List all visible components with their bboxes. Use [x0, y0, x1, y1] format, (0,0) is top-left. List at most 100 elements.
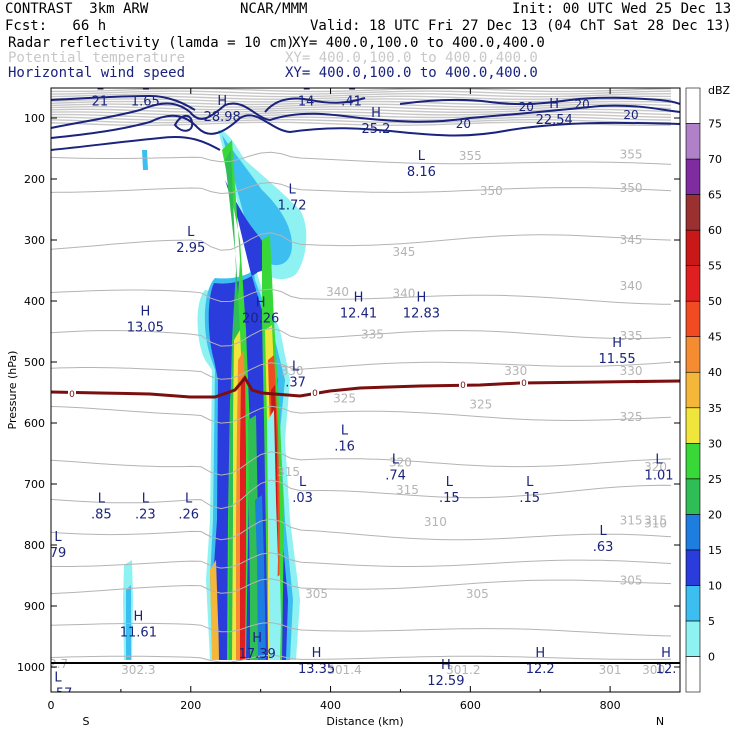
y-tick-label: 400 — [24, 295, 45, 308]
valid-time: Valid: 18 UTC Fri 27 Dec 13 (04 ChT Sat … — [310, 18, 732, 34]
theta-label: 340 — [392, 287, 415, 301]
freezing-level-line: 0 0 0 0 — [51, 375, 680, 400]
theta-contour — [51, 232, 672, 251]
freezing-level-label: 0 — [521, 379, 527, 389]
colorbar-swatch — [685, 300, 701, 338]
colorbar-level-label: 70 — [708, 153, 722, 166]
extremum-type: L — [142, 492, 150, 507]
theta-label: 325 — [333, 392, 356, 406]
theta-contour — [51, 552, 672, 569]
wind-contour-label: 20 — [623, 108, 638, 122]
theta-contour — [51, 654, 672, 663]
extremum-value: 21 — [92, 95, 109, 110]
wind-contour — [399, 96, 680, 106]
extremum-value: 13.35 — [298, 662, 335, 677]
field-xy-theta: XY= 400.0,100.0 to 400.0,400.0 — [285, 50, 538, 66]
theta-label: 325 — [620, 410, 643, 424]
extremum-type: L — [185, 492, 193, 507]
theta-label: 350 — [480, 184, 503, 198]
extremum-type: H — [312, 646, 322, 661]
extremum-type: L — [302, 79, 310, 94]
extremum-type: H — [140, 304, 150, 319]
x-axis-label: Distance (km) — [326, 715, 403, 728]
x-axis-left-end: S — [83, 715, 90, 728]
colorbar-level-label: 75 — [708, 118, 722, 131]
extremum-value: .74 — [385, 469, 406, 484]
theta-label: 320 — [389, 456, 412, 470]
theta-label: 335 — [361, 328, 384, 342]
theta-contour — [51, 361, 672, 380]
theta-contour — [51, 151, 672, 165]
extremum-value: 12.41 — [340, 306, 377, 321]
extremum-value: 1.01 — [645, 469, 674, 484]
colorbar-level-label: 0 — [708, 650, 715, 663]
extremum-value: 11.55 — [598, 352, 635, 367]
y-tick-label: 900 — [24, 600, 45, 613]
colorbar-level-label: 25 — [708, 473, 722, 486]
extremum-value: .85 — [91, 508, 112, 523]
extremum-type: H — [252, 631, 262, 646]
theta-top-contour — [51, 90, 672, 95]
extremum-type: H — [354, 290, 364, 305]
extremum-value: 20.26 — [242, 311, 279, 326]
theta-contour — [51, 518, 672, 541]
extremum-value: 1.65 — [131, 95, 160, 110]
theta-contours — [51, 151, 672, 663]
theta-label: 305 — [466, 587, 489, 601]
colorbar-level-label: 5 — [708, 615, 715, 628]
extremum-type: L — [348, 79, 356, 94]
colorbar-level-label: 20 — [708, 508, 722, 521]
colorbar-swatch — [685, 549, 701, 586]
y-tick-label: 1000 — [17, 661, 45, 674]
extremum-value: .26 — [178, 508, 199, 523]
theta-label: 305 — [305, 587, 328, 601]
extremum-value: .15 — [519, 491, 540, 506]
forecast-hour: Fcst: 66 h — [5, 18, 107, 34]
colorbar-level-label: 55 — [708, 260, 722, 273]
theta-labels: 355 355 350 350 345 345 340 340 340 335 335 330 330 3… — [51, 148, 669, 677]
colorbar-level-label: 15 — [708, 544, 722, 557]
extremum-type: L — [142, 79, 150, 94]
extremum-type: H — [549, 97, 559, 112]
theta-top-contour — [51, 116, 672, 121]
theta-top-contour — [51, 103, 672, 108]
theta-label: 301.2 — [446, 663, 480, 677]
extremum-type: L — [288, 182, 296, 197]
extremum-type: L — [299, 475, 307, 490]
colorbar-swatch — [685, 514, 701, 551]
extremum-type: H — [441, 658, 451, 673]
freezing-level-label-bg — [520, 378, 528, 388]
freezing-level-label: 0 — [69, 390, 75, 400]
y-tick-label: 200 — [24, 173, 45, 186]
theta-top-contour — [51, 111, 672, 116]
extremum-type: L — [96, 79, 104, 94]
theta-label: 355 — [459, 149, 482, 163]
extremum-type: L — [599, 524, 607, 539]
wind-contour-label: 20 — [456, 117, 471, 131]
extremum-type: L — [418, 149, 426, 164]
extremum-value: 3.57 — [44, 686, 73, 701]
x-tick-label: 800 — [600, 699, 621, 712]
extremum-type: L — [54, 530, 62, 545]
wind-contour — [51, 94, 196, 111]
theta-contour — [51, 288, 672, 305]
theta-label: 355 — [620, 148, 643, 162]
theta-top-contour — [51, 106, 672, 111]
init-time: Init: 00 UTC Wed 25 Dec 13 — [512, 1, 732, 17]
extremum-type: H — [133, 609, 143, 624]
extremum-value: .23 — [135, 508, 156, 523]
y-tick-label: 700 — [24, 478, 45, 491]
lower-purple — [218, 595, 225, 660]
theta-top-contour — [51, 119, 672, 124]
colorbar-swatch — [685, 194, 701, 231]
theta-contour — [51, 479, 672, 510]
wind-contours — [51, 94, 680, 151]
colorbar-level-label: 50 — [708, 295, 722, 308]
extremum-value: .15 — [439, 491, 460, 506]
theta-label: 301 — [599, 663, 622, 677]
extremum-value: 28.98 — [204, 110, 241, 125]
wind-contour-label: 20 — [575, 98, 590, 112]
freezing-level-label: 0 — [460, 381, 466, 391]
